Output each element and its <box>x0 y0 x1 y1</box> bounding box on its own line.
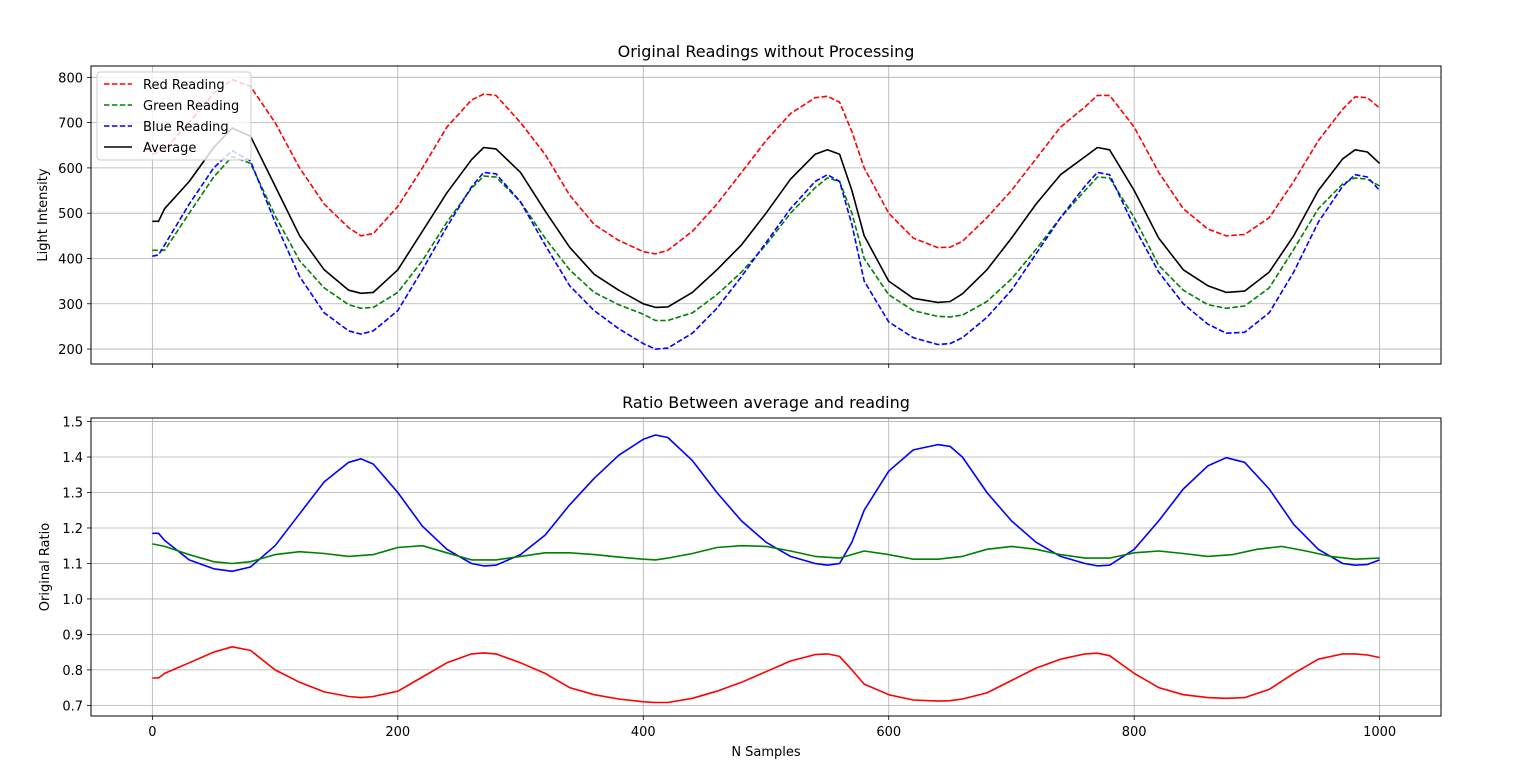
legend-entry-average: Average <box>104 141 196 156</box>
bottom-chart-title: Ratio Between average and reading <box>622 393 910 412</box>
bottom-series-line-2 <box>152 646 1380 704</box>
bottom-y-tick-label: 1.5 <box>62 416 83 431</box>
bottom-ticks: 0 200 400 600 800 1000 0.7 0.8 0.9 1.0 1.1 1.2 1.3 1.… <box>62 416 1396 740</box>
top-plot-area <box>91 66 1441 364</box>
bottom-y-tick-label: 0.8 <box>62 664 83 679</box>
bottom-gridlines <box>91 418 1441 716</box>
bottom-plot-area <box>91 418 1441 716</box>
bottom-y-tick-label: 1.2 <box>62 522 83 537</box>
bottom-x-tick-label: 0 <box>148 725 156 740</box>
legend-label-blue: Blue Reading <box>143 120 229 135</box>
bottom-x-tick-label: 800 <box>1122 725 1147 740</box>
top-y-tick-label: 600 <box>58 162 83 177</box>
bottom-chart-panel: 0 200 400 600 800 1000 0.7 0.8 0.9 1.0 1.1 1.2 1.3 1.… <box>38 393 1442 760</box>
bottom-y-tick-label: 0.7 <box>62 699 83 714</box>
bottom-x-tick-label: 600 <box>876 725 901 740</box>
top-gridlines <box>91 66 1441 364</box>
top-y-tick-label: 500 <box>58 207 83 222</box>
top-y-tick-label: 800 <box>58 71 83 86</box>
top-series-lines <box>152 78 1381 350</box>
bottom-x-tick-label: 400 <box>631 725 656 740</box>
legend-entry-red-reading: Red Reading <box>104 78 225 93</box>
bottom-y-tick-label: 1.4 <box>62 451 83 466</box>
bottom-y-tick-label: 1.0 <box>62 593 83 608</box>
bottom-y-tick-label: 0.9 <box>62 628 83 643</box>
bottom-series-lines <box>152 434 1380 704</box>
top-series-line-3 <box>152 127 1381 309</box>
bottom-axes-frame <box>90 417 1442 717</box>
legend-entry-green-reading: Green Reading <box>104 99 239 114</box>
bottom-y-tick-label: 1.3 <box>62 487 83 502</box>
top-y-tick-label: 200 <box>58 343 83 358</box>
top-y-tick-label: 700 <box>58 117 83 132</box>
top-series-line-0 <box>152 78 1381 255</box>
bottom-series-line-1 <box>152 543 1380 565</box>
bottom-y-tick-label: 1.1 <box>62 557 83 572</box>
legend-label-red: Red Reading <box>143 78 225 93</box>
bottom-x-tick-label: 1000 <box>1363 725 1396 740</box>
legend: Red Reading Green Reading Blue Reading A… <box>96 71 252 161</box>
top-series-line-1 <box>152 155 1380 322</box>
top-y-axis-label: Light Intensity <box>36 168 51 261</box>
legend-label-average: Average <box>143 141 196 156</box>
bottom-x-axis-label: N Samples <box>731 745 801 760</box>
top-ticks: 200 300 400 500 600 700 800 <box>58 71 1381 368</box>
legend-entry-blue-reading: Blue Reading <box>104 120 229 135</box>
bottom-y-axis-label: Original Ratio <box>38 523 53 611</box>
top-y-tick-label: 400 <box>58 252 83 267</box>
legend-box <box>96 71 252 161</box>
top-axes-frame <box>90 65 1442 365</box>
top-series-line-2 <box>152 149 1381 350</box>
top-y-tick-label: 300 <box>58 298 83 313</box>
legend-label-green: Green Reading <box>143 99 239 114</box>
top-chart-panel: 200 300 400 500 600 700 800 Original Readings … <box>36 42 1442 368</box>
bottom-x-tick-label: 200 <box>385 725 410 740</box>
top-chart-title: Original Readings without Processing <box>618 42 915 61</box>
